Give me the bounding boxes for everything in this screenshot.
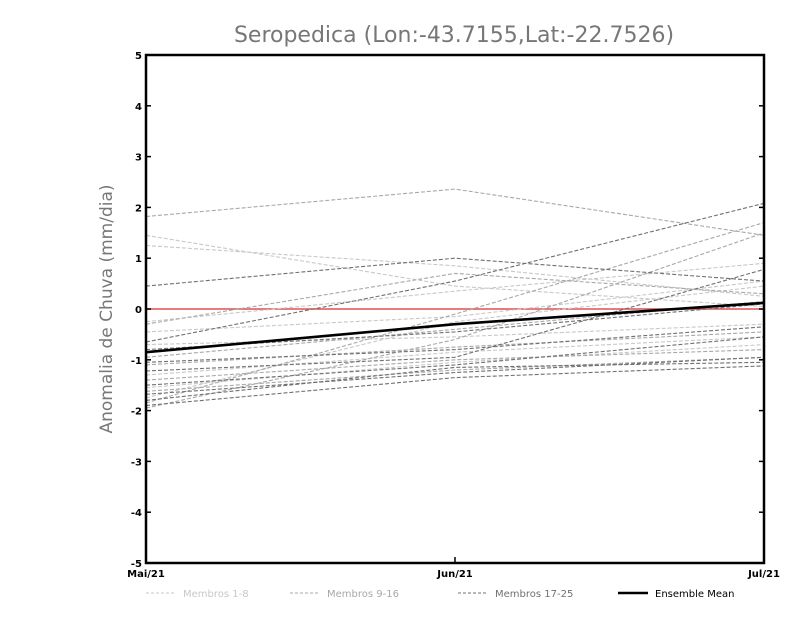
series-line-group1-member3 [145, 262, 765, 323]
series-line-group1-member2 [145, 244, 765, 297]
legend: Membros 1-8 Membros 9-16 Membros 17-25 Ense… [146, 589, 734, 600]
series-line-group1-member7 [145, 344, 765, 389]
y-tick-label: -2 [131, 407, 142, 418]
x-tick-label: Jun/21 [436, 569, 473, 580]
series-line-group2-member6 [145, 356, 765, 392]
y-tick-label: 4 [135, 102, 142, 113]
y-tick-label: -1 [131, 356, 142, 367]
legend-label-1: Membros 1-8 [183, 589, 249, 600]
legend-label-3: Membros 17-25 [495, 589, 573, 600]
chart-title: Seropedica (Lon:-43.7155,Lat:-22.7526) [234, 23, 674, 48]
series-line-group3-member4 [145, 326, 765, 363]
series-line-group3-member6 [145, 336, 765, 386]
series-line-group3-member8 [145, 361, 765, 401]
x-tick-label: Jul/21 [747, 569, 780, 580]
series-line-group2-member5 [145, 349, 765, 381]
legend-label-4: Ensemble Mean [655, 589, 734, 600]
y-axis-label: Anomalia de Chuva (mm/dia) [97, 184, 117, 433]
series-line-group1-member4 [145, 280, 765, 333]
series-line-group3-member1 [145, 257, 765, 287]
y-tick-label: -3 [131, 457, 142, 468]
y-tick-label: 5 [135, 51, 142, 62]
series-line-group1-member6 [145, 336, 765, 376]
series-line-group2-member2 [145, 272, 765, 325]
series-line-group3-member2 [145, 202, 765, 343]
y-tick-label: -5 [131, 559, 142, 570]
legend-label-2: Membros 9-16 [327, 589, 399, 600]
y-tick-label: -4 [131, 508, 142, 519]
y-tick-label: 3 [135, 153, 142, 164]
y-tick-label: 2 [135, 203, 142, 214]
y-tick-label: 0 [135, 305, 142, 316]
x-tick-label: Mai/21 [127, 569, 165, 580]
series-line-group1-member8 [145, 285, 765, 399]
ensemble-mean-line [145, 301, 765, 354]
y-tick-label: 1 [135, 254, 142, 265]
series-line-group2-member4 [145, 331, 765, 366]
series-line-group2-member1 [145, 188, 765, 236]
series-line-group2-member7 [145, 222, 765, 404]
series-line-group3-member5 [145, 268, 765, 372]
series-line-group2-member8 [145, 232, 765, 409]
series-line-group3-member9 [145, 365, 765, 407]
series-line-group3-member7 [145, 356, 765, 395]
